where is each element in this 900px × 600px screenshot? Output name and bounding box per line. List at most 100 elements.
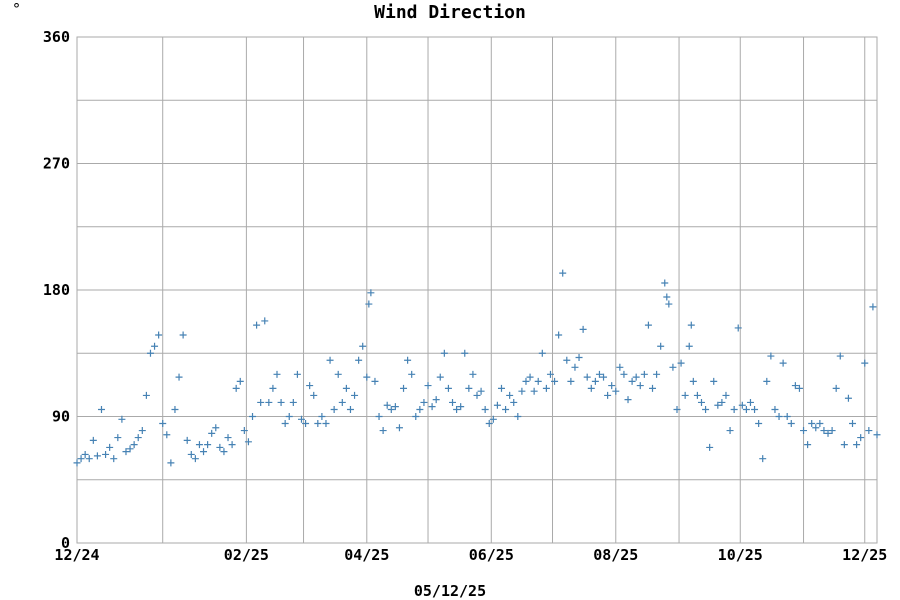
- data-point: [326, 356, 334, 364]
- data-point: [424, 382, 432, 390]
- data-point: [771, 405, 779, 413]
- data-point: [204, 441, 212, 449]
- data-point: [359, 342, 367, 350]
- data-point: [579, 325, 587, 333]
- y-tick-label: 180: [43, 281, 70, 299]
- data-point: [559, 269, 567, 277]
- data-point: [444, 384, 452, 392]
- data-point: [249, 413, 257, 420]
- data-point: [763, 377, 771, 385]
- data-point: [208, 429, 216, 437]
- data-point: [555, 331, 563, 339]
- data-point: [620, 370, 628, 378]
- data-point: [563, 356, 571, 364]
- data-point: [310, 391, 318, 399]
- data-point: [461, 349, 469, 357]
- data-point: [77, 455, 85, 463]
- data-point: [244, 438, 252, 446]
- data-point: [787, 420, 795, 428]
- data-point: [828, 427, 836, 435]
- plot-frame: [76, 36, 878, 544]
- data-point: [759, 455, 767, 463]
- data-point: [853, 441, 861, 449]
- data-point: [514, 413, 522, 420]
- data-point: [485, 420, 493, 428]
- data-point: [253, 321, 261, 329]
- data-points: [73, 269, 881, 467]
- data-point: [436, 373, 444, 381]
- data-point: [269, 384, 277, 392]
- data-point: [481, 405, 489, 413]
- data-point: [110, 455, 118, 463]
- data-point: [420, 398, 428, 406]
- data-point: [122, 448, 130, 456]
- data-point: [428, 403, 436, 411]
- data-point: [412, 413, 420, 420]
- data-point: [379, 427, 387, 435]
- data-point: [306, 382, 314, 390]
- date-label: 05/12/25: [414, 582, 486, 600]
- data-point: [681, 391, 689, 399]
- data-point: [767, 352, 775, 360]
- data-point: [293, 370, 301, 378]
- data-point: [477, 387, 485, 395]
- data-point: [346, 405, 354, 413]
- data-point: [93, 452, 101, 460]
- data-point: [330, 405, 338, 413]
- data-point: [702, 405, 710, 413]
- data-point: [857, 434, 865, 442]
- data-point: [387, 405, 395, 413]
- x-tick-label: 06/25: [469, 546, 514, 564]
- data-point: [134, 434, 142, 442]
- data-point: [587, 384, 595, 392]
- unit-label: °: [12, 0, 21, 18]
- data-point: [155, 331, 163, 339]
- y-tick-label: 0: [61, 534, 70, 552]
- data-point: [502, 405, 510, 413]
- data-point: [604, 391, 612, 399]
- data-point: [220, 448, 228, 456]
- data-point: [873, 431, 881, 439]
- data-point: [804, 441, 812, 449]
- data-point: [257, 398, 265, 406]
- x-tick-label: 02/25: [224, 546, 269, 564]
- data-point: [779, 359, 787, 367]
- data-point: [734, 324, 742, 332]
- y-axis-ticks: 0 90 180 270 360: [43, 28, 70, 552]
- data-point: [289, 398, 297, 406]
- data-point: [273, 370, 281, 378]
- data-point: [338, 398, 346, 406]
- data-point: [816, 420, 824, 428]
- x-tick-label: 10/25: [718, 546, 763, 564]
- data-point: [497, 384, 505, 392]
- data-point: [395, 424, 403, 432]
- data-point: [130, 441, 138, 449]
- data-point: [608, 382, 616, 390]
- data-point: [355, 356, 363, 364]
- data-point: [465, 384, 473, 392]
- chart-title: Wind Direction: [374, 2, 526, 23]
- data-point: [404, 356, 412, 364]
- data-point: [595, 370, 603, 378]
- data-point: [869, 303, 877, 311]
- data-point: [102, 450, 110, 458]
- data-point: [526, 373, 534, 381]
- data-point: [571, 363, 579, 371]
- data-point: [751, 405, 759, 413]
- data-point: [673, 405, 681, 413]
- data-point: [795, 384, 803, 392]
- data-point: [228, 441, 236, 449]
- data-point: [685, 342, 693, 350]
- data-point: [689, 377, 697, 385]
- data-point: [644, 321, 652, 329]
- data-point: [657, 342, 665, 350]
- data-point: [142, 391, 150, 399]
- data-point: [240, 427, 248, 435]
- y-tick-label: 90: [52, 408, 70, 426]
- data-point: [534, 377, 542, 385]
- data-point: [800, 427, 808, 435]
- data-point: [551, 377, 559, 385]
- data-point: [322, 420, 330, 428]
- data-point: [677, 359, 685, 367]
- data-point: [726, 427, 734, 435]
